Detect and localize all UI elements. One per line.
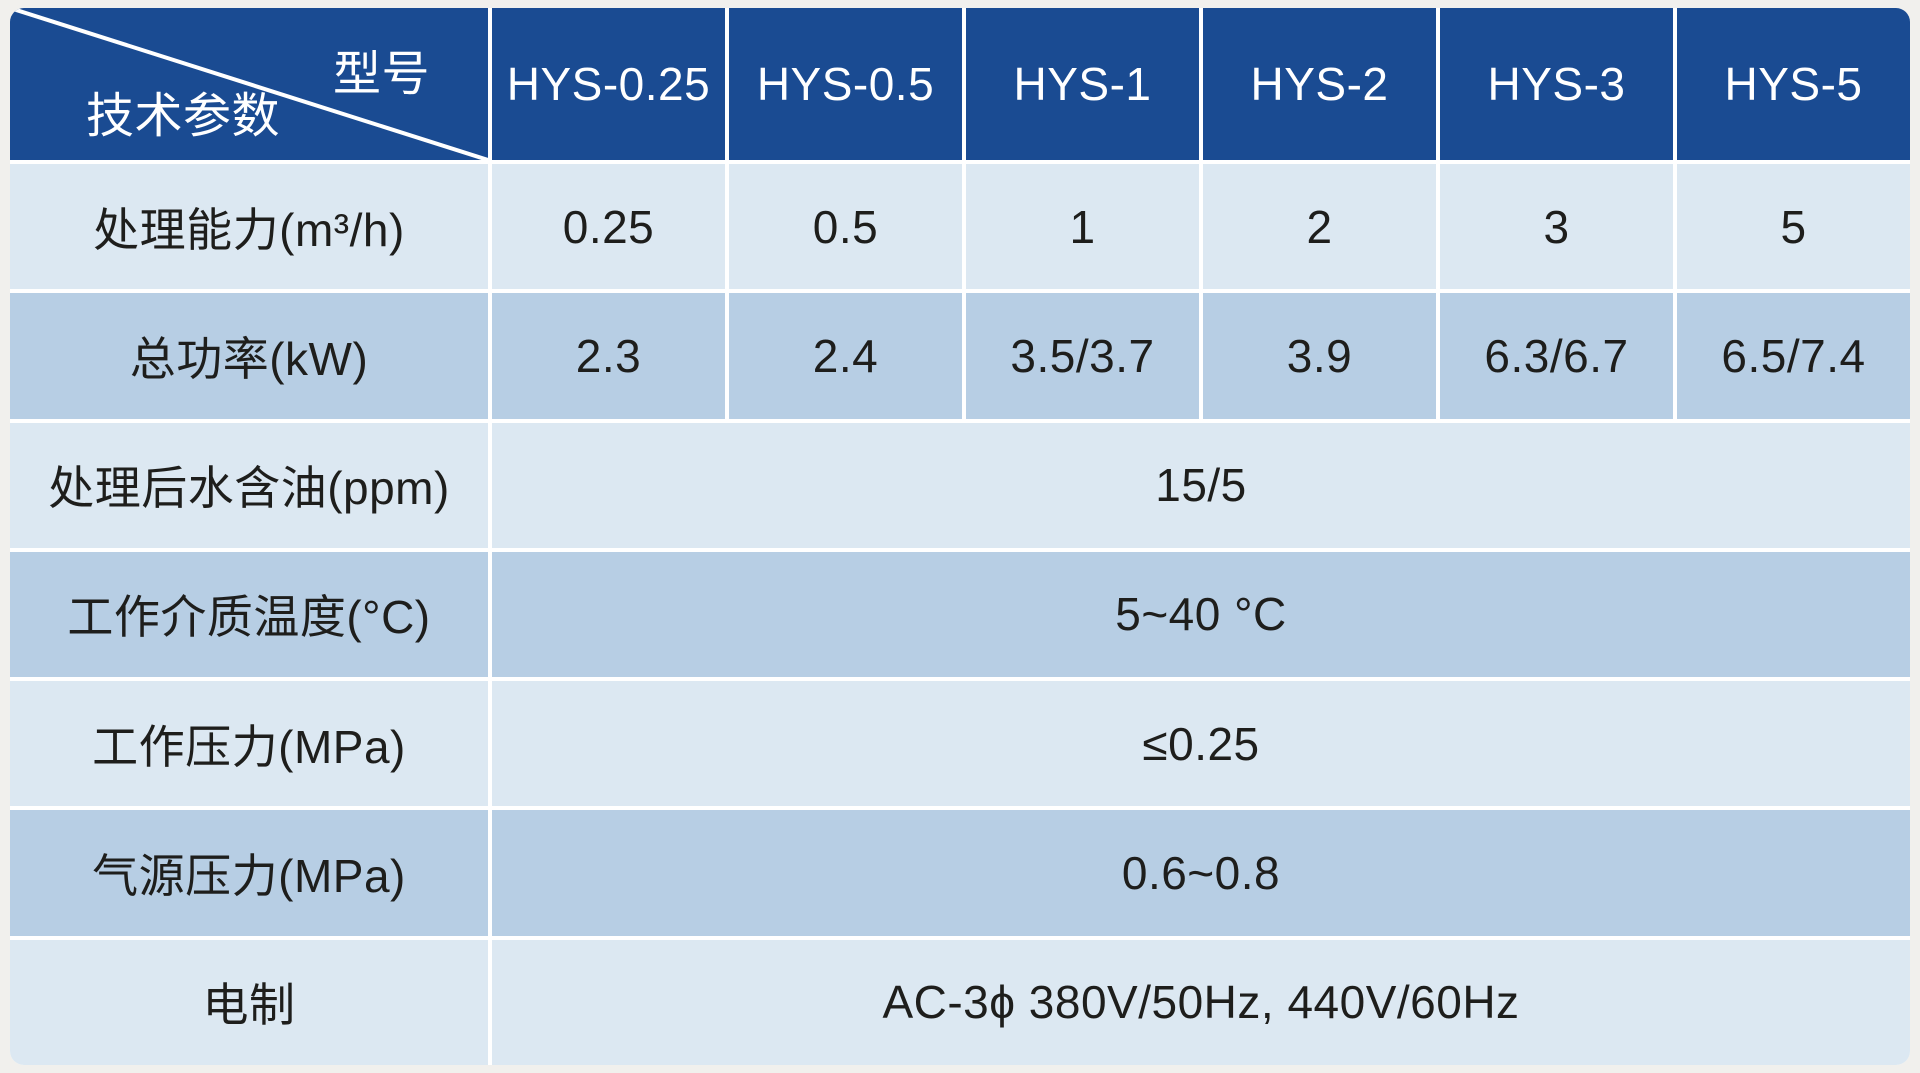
merged-value-cell: 5~40 °C — [492, 551, 1910, 678]
col-header-hys-3: HYS-3 — [1440, 8, 1673, 160]
value-cell: 3.9 — [1203, 293, 1436, 419]
corner-cell: 型号 技术参数 — [10, 8, 488, 160]
value-cell: 5 — [1677, 164, 1910, 290]
value-cell: 2 — [1203, 164, 1436, 290]
row-label-air-pressure: 气源压力(MPa) — [10, 810, 488, 936]
row-label-working-pressure: 工作压力(MPa) — [10, 681, 488, 807]
col-header-hys-025: HYS-0.25 — [492, 8, 725, 160]
merged-value-cell: 0.6~0.8 — [492, 810, 1910, 936]
value-cell: 6.5/7.4 — [1677, 293, 1910, 419]
value-cell: 6.3/6.7 — [1440, 293, 1673, 419]
corner-label-params: 技术参数 — [86, 90, 281, 143]
row-label-power: 总功率(kW) — [10, 293, 488, 419]
col-header-hys-2: HYS-2 — [1203, 8, 1436, 160]
col-header-hys-05: HYS-0.5 — [729, 8, 962, 160]
col-header-hys-5: HYS-5 — [1677, 8, 1910, 160]
value-cell: 1 — [966, 164, 1199, 290]
merged-value-cell: ≤0.25 — [492, 681, 1910, 807]
diagonal-line — [10, 8, 488, 160]
col-header-hys-1: HYS-1 — [966, 8, 1199, 160]
row-label-capacity: 处理能力(m³/h) — [10, 164, 488, 290]
row-label-medium-temp: 工作介质温度(°C) — [10, 551, 488, 678]
value-cell: 0.25 — [492, 164, 725, 290]
value-cell: 3 — [1440, 164, 1673, 290]
value-cell: 2.4 — [729, 293, 962, 419]
value-cell: 2.3 — [492, 293, 725, 419]
merged-value-cell: 15/5 — [492, 422, 1910, 548]
merged-value-cell: AC-3ϕ 380V/50Hz, 440V/60Hz — [492, 939, 1910, 1065]
row-label-oil-content: 处理后水含油(ppm) — [10, 422, 488, 548]
spec-table: 型号 技术参数 HYS-0.25 HYS-0.5 HYS-1 HYS-2 HYS… — [10, 8, 1910, 1065]
value-cell: 0.5 — [729, 164, 962, 290]
row-label-electrical: 电制 — [10, 939, 488, 1065]
corner-label-model: 型号 — [332, 48, 430, 101]
value-cell: 3.5/3.7 — [966, 293, 1199, 419]
